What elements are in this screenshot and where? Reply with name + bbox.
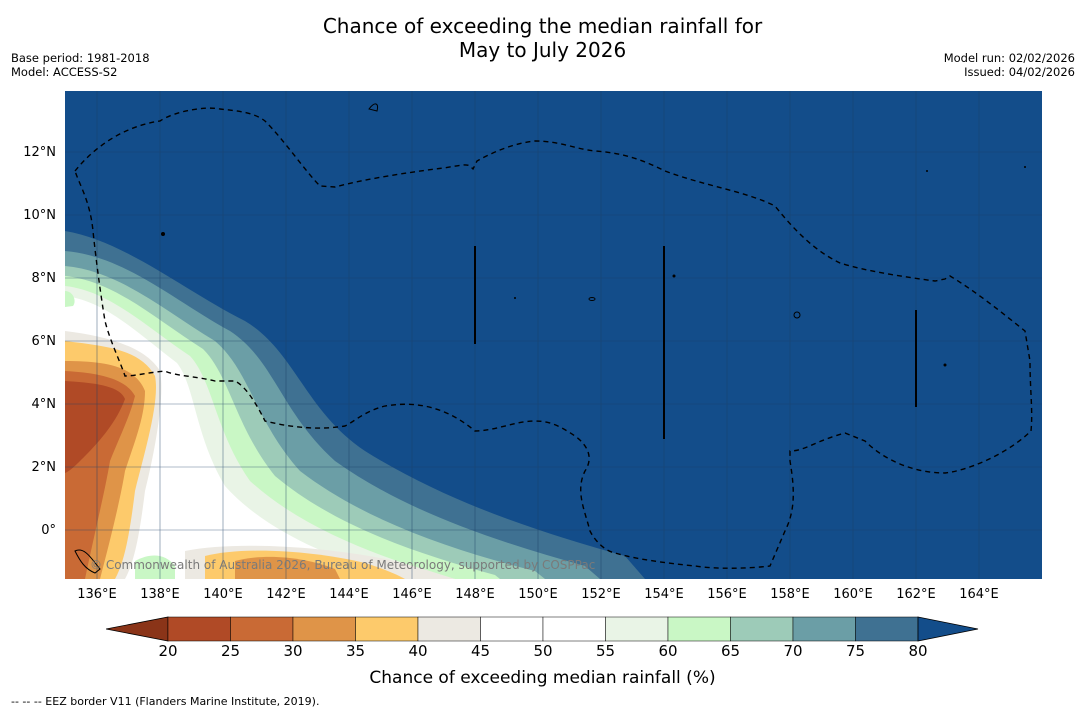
colorbar-segment (230, 616, 294, 642)
colorbar-tick-label: 25 (220, 642, 241, 660)
colorbar-tick-label: 60 (658, 642, 678, 660)
colorbar-segment (605, 616, 669, 642)
lat-label: 6°N (31, 334, 57, 349)
island-outline (368, 103, 378, 112)
colorbar-tick-label: 70 (783, 642, 803, 660)
island-dot (514, 297, 516, 299)
colorbar-tick-label: 65 (720, 642, 741, 660)
lat-label: 2°N (31, 460, 57, 475)
lon-label: 164°E (959, 587, 999, 602)
metadata-left: Base period: 1981-2018 Model: ACCESS-S2 (11, 51, 150, 79)
lon-label: 158°E (770, 587, 810, 602)
rainfall-map (65, 91, 1042, 579)
colorbar-tick-label: 75 (845, 642, 866, 660)
eez-border-palau (74, 107, 1033, 569)
lon-label: 148°E (455, 587, 495, 602)
title-line-2: May to July 2026 (458, 38, 627, 62)
island-dot (926, 170, 928, 172)
colorbar-segment (792, 616, 856, 642)
lon-label: 146°E (392, 587, 432, 602)
colorbar-segment (355, 616, 419, 642)
issued-date: Issued: 04/02/2026 (964, 65, 1075, 79)
lon-label: 152°E (581, 587, 621, 602)
lat-label: 12°N (23, 145, 56, 160)
colorbar-segment (167, 616, 231, 642)
band-south-30 (235, 556, 340, 579)
colorbar-segment (542, 616, 606, 642)
colorbar-tick-label: 30 (283, 642, 303, 660)
model-run: Model run: 02/02/2026 (943, 51, 1075, 65)
colorbar-tick-label: 50 (533, 642, 553, 660)
island-outline (588, 297, 596, 301)
lon-label: 154°E (644, 587, 684, 602)
graticule (65, 91, 1042, 579)
lat-label: 8°N (31, 271, 57, 286)
metadata-right: Model run: 02/02/2026 Issued: 04/02/2026 (944, 51, 1075, 79)
colorbar-segment (730, 616, 794, 642)
colorbar-tick-label: 45 (470, 642, 491, 660)
map-canvas (65, 91, 1042, 579)
colorbar-tick-label: 20 (158, 642, 178, 660)
colorbar-tick-label: 55 (595, 642, 616, 660)
island-dot (672, 274, 676, 278)
island-dot (1024, 166, 1026, 168)
lon-label: 140°E (203, 587, 243, 602)
colorbar-segment (855, 616, 919, 642)
lon-label: 150°E (518, 587, 558, 602)
lat-label: 4°N (31, 397, 57, 412)
island-dot (161, 232, 165, 236)
title-line-1: Chance of exceeding the median rainfall … (322, 14, 763, 38)
colorbar-tick-label: 40 (408, 642, 428, 660)
lon-label: 144°E (329, 587, 369, 602)
colorbar-tick-label: 35 (345, 642, 366, 660)
lon-label: 136°E (77, 587, 117, 602)
colorbar (105, 616, 980, 646)
colorbar-label: Chance of exceeding median rainfall (%) (369, 668, 716, 688)
lon-label: 160°E (833, 587, 873, 602)
colorbar-segment (417, 616, 481, 642)
island-outline (74, 549, 101, 574)
eez-legend-note: -- -- -- EEZ border V11 (Flanders Marine… (11, 695, 320, 708)
map-title: Chance of exceeding the median rainfall … (0, 14, 1085, 62)
colorbar-scale (105, 616, 979, 642)
band-west-60 (65, 291, 75, 307)
lon-label: 162°E (896, 587, 936, 602)
lon-label: 138°E (140, 587, 180, 602)
band-south-60 (135, 555, 175, 579)
lat-label: 0° (41, 523, 56, 538)
model-name: Model: ACCESS-S2 (11, 65, 118, 79)
colorbar-extend-low (105, 616, 169, 642)
lon-label: 156°E (707, 587, 747, 602)
copyright-credit: © Commonwealth of Australia 2026, Bureau… (90, 558, 596, 572)
lon-label: 142°E (266, 587, 306, 602)
colorbar-extend-high (917, 616, 979, 642)
colorbar-segment (292, 616, 356, 642)
lat-label: 10°N (23, 208, 56, 223)
colorbar-tick-label: 80 (908, 642, 928, 660)
colorbar-segment (480, 616, 544, 642)
colorbar-segment (667, 616, 731, 642)
island-outline (793, 311, 801, 319)
base-period: Base period: 1981-2018 (11, 51, 150, 65)
island-dot (943, 363, 947, 367)
